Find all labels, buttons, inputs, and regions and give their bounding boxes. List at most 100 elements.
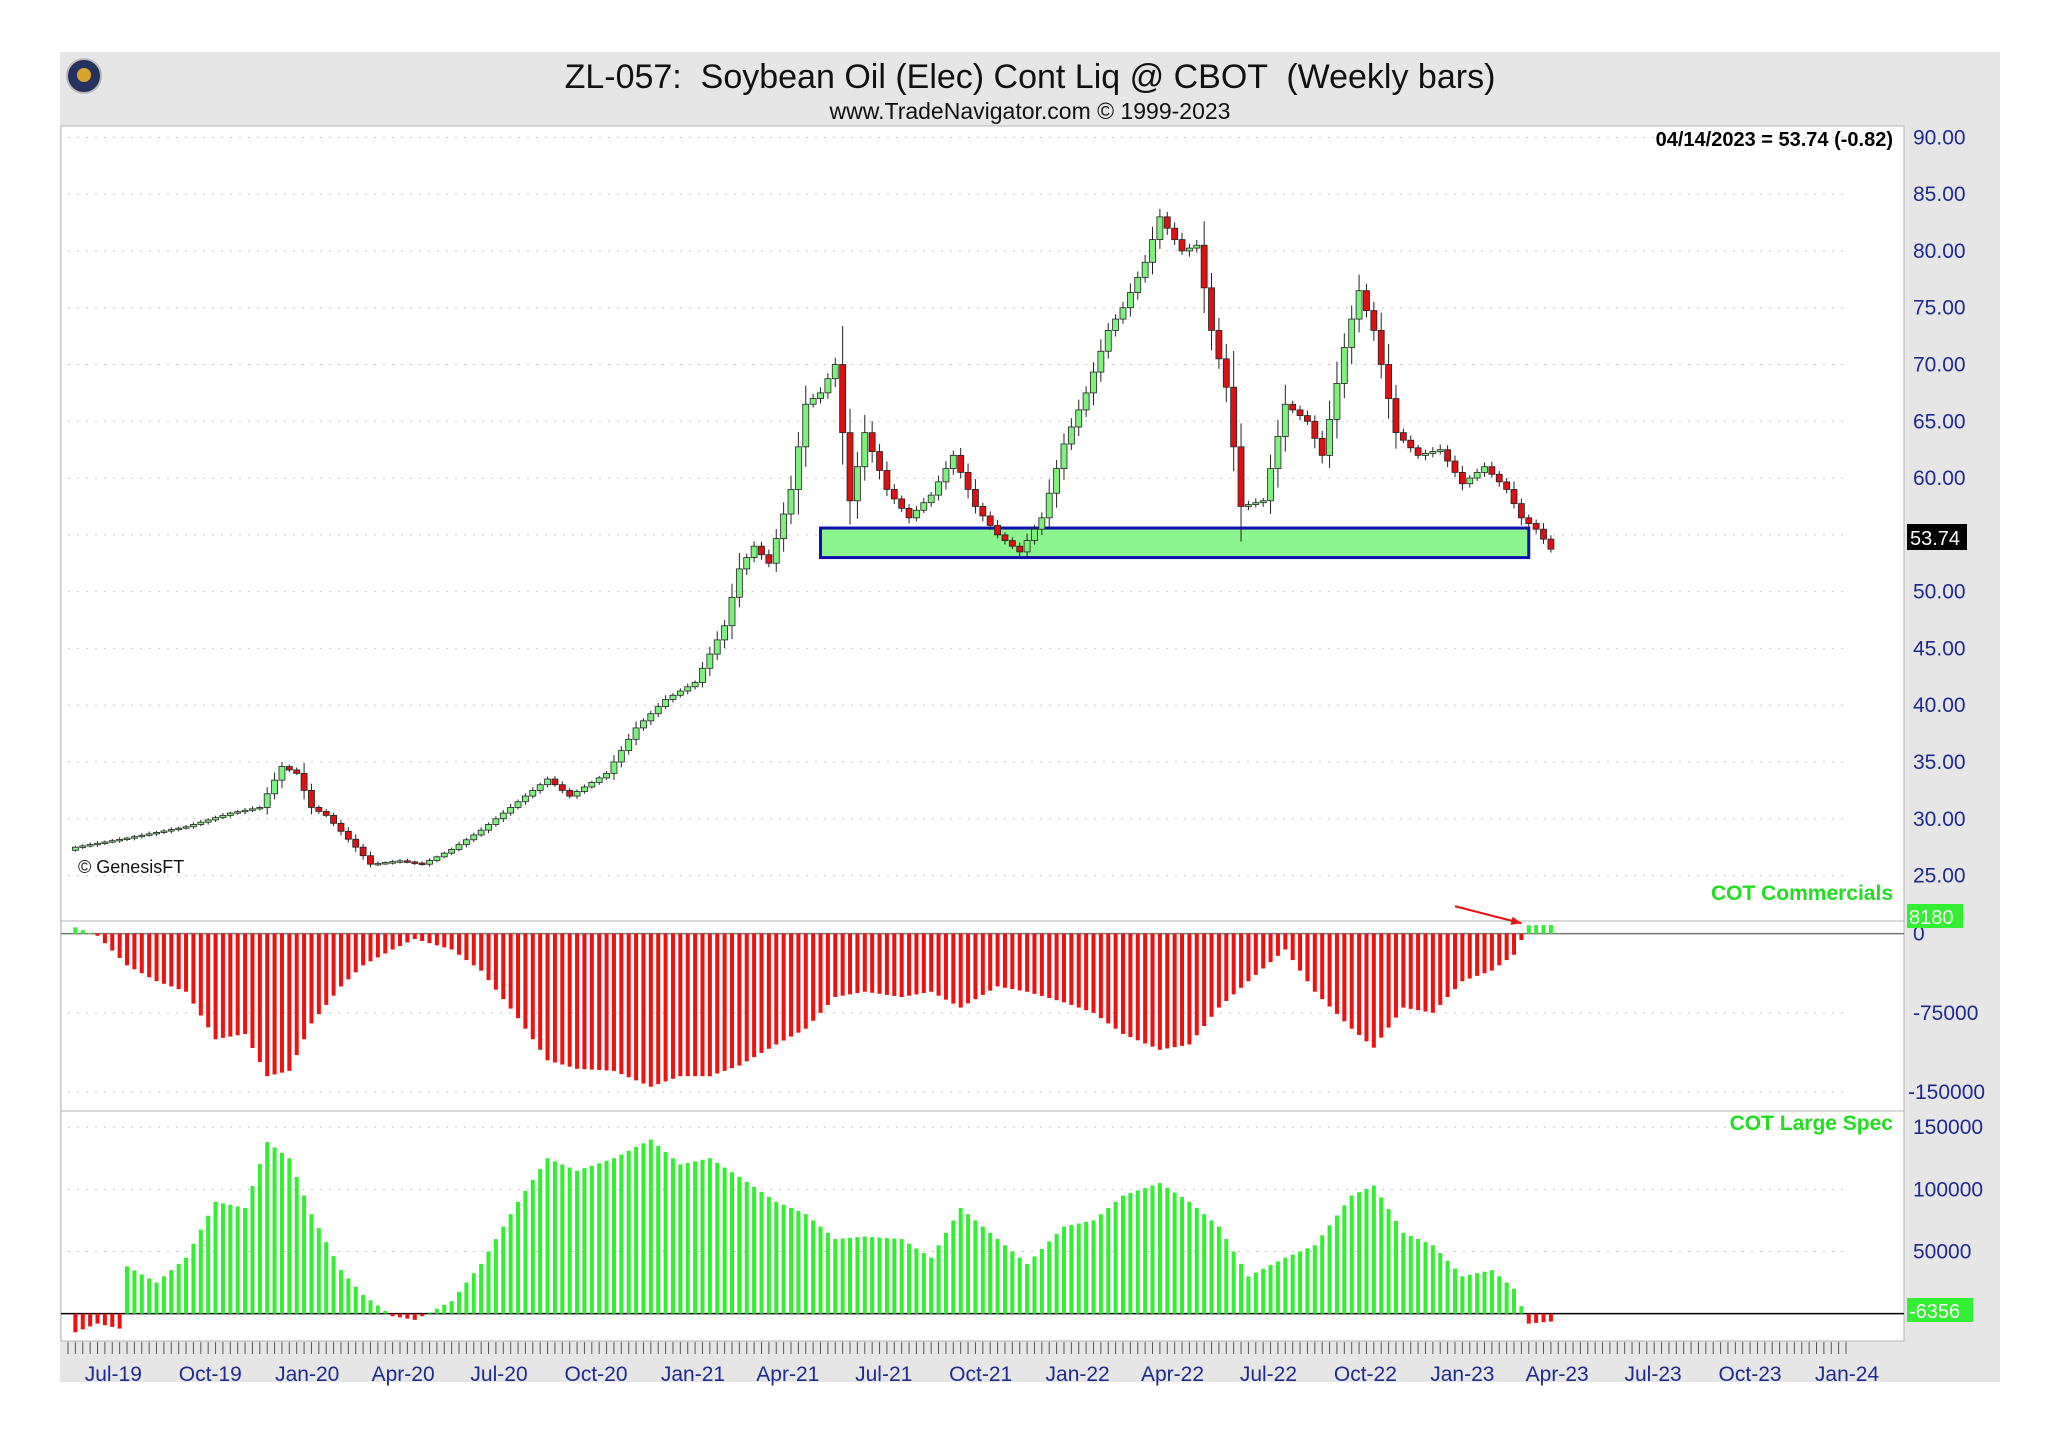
candle (396, 858, 404, 864)
cot-bar-positive (958, 1207, 963, 1314)
candle-body-up (477, 829, 485, 836)
candle (1377, 312, 1385, 379)
candle-body-up (581, 786, 588, 792)
candle-body-down (403, 860, 411, 863)
cot-bar-negative (346, 933, 351, 980)
cot-bar-positive (1216, 1226, 1221, 1314)
cot-bar-negative (1165, 933, 1170, 1049)
candle (544, 776, 551, 788)
cot-large-spec-y-tick-label: 100000 (1913, 1178, 1983, 1201)
candle-body-down (1392, 398, 1400, 434)
candle (293, 767, 301, 775)
cot-bar-positive (973, 1220, 978, 1314)
candle-body-up (743, 557, 751, 570)
cot-bar-negative (302, 933, 307, 1040)
cot-bar-positive (766, 1196, 771, 1314)
cot-bar-negative (1180, 933, 1185, 1046)
cot-bar-positive (892, 1238, 897, 1314)
cot-bar-negative (1548, 1313, 1553, 1322)
cot-bar-negative (803, 933, 808, 1029)
candle (1304, 410, 1311, 425)
globe-logo-icon[interactable] (66, 58, 102, 94)
arrow-head (1510, 916, 1522, 925)
cot-bar-positive (309, 1214, 314, 1314)
cot-bar-negative (914, 933, 919, 995)
candle (219, 813, 227, 820)
candle-body-up (935, 481, 942, 496)
candle-body-down (337, 822, 345, 832)
cot-bar-positive (1143, 1188, 1148, 1314)
cot-bar-positive (198, 1229, 203, 1314)
cot-bar-positive (1209, 1220, 1214, 1314)
candle (817, 387, 824, 404)
candle-body-up (647, 713, 655, 722)
cot-bar-positive (1061, 1226, 1066, 1314)
cot-bar-negative (457, 933, 462, 955)
cot-bar-positive (1548, 925, 1553, 934)
cot-bar-negative (117, 933, 122, 958)
cot-bar-positive (516, 1201, 521, 1314)
candle-body-down (1237, 446, 1245, 507)
candle (101, 840, 109, 846)
cot-bar-positive (1342, 1205, 1347, 1314)
cot-bar-positive (73, 927, 78, 934)
annotation-arrow (1454, 905, 1522, 925)
candle-body-up (256, 807, 264, 810)
cot-bar-positive (752, 1186, 757, 1314)
cot-bar-negative (1039, 933, 1044, 996)
price-pane[interactable] (60, 125, 1905, 922)
candle (1259, 498, 1267, 507)
candle (1296, 405, 1304, 421)
candle-body-up (676, 690, 684, 696)
candle (1311, 415, 1319, 449)
cot-bar-positive (279, 1152, 284, 1314)
cot-bar-positive (1261, 1268, 1266, 1314)
candle-body-down (1230, 386, 1238, 448)
cot-bar-positive (1246, 1276, 1251, 1314)
candle (706, 646, 714, 676)
candle (1185, 243, 1193, 257)
cot-bar-positive (737, 1176, 742, 1314)
cot-bar-negative (604, 933, 609, 1071)
candle-body-up (735, 568, 743, 598)
candle (499, 810, 507, 823)
x-tick-label: Jul-19 (85, 1363, 142, 1386)
cot-bar-negative (737, 933, 742, 1066)
cot-bar-negative (1401, 933, 1406, 1008)
candle-body-up (772, 538, 780, 564)
cot-bar-positive (1445, 1260, 1450, 1314)
price-y-tick-label: 70.00 (1913, 354, 1966, 377)
data-credit: © GenesisFT (78, 857, 184, 877)
cot-bar-positive (434, 1308, 439, 1314)
x-tick-label: Oct-20 (564, 1363, 627, 1386)
candle (130, 834, 138, 841)
candle-body-down (758, 545, 765, 556)
candle-body-up (86, 844, 94, 847)
cot-bar-negative (1216, 933, 1221, 1008)
candle (1208, 272, 1215, 351)
candle-body-down (315, 807, 323, 812)
cot-bar-negative (641, 933, 646, 1084)
x-tick-label: Oct-23 (1719, 1363, 1782, 1386)
cot-bar-negative (1438, 933, 1443, 1005)
cot-bar-positive (1069, 1225, 1074, 1314)
candle-body-up (1429, 451, 1437, 454)
cot-bar-negative (1526, 1313, 1531, 1324)
candle (86, 842, 94, 848)
cot-bar-negative (862, 933, 867, 992)
candle (507, 803, 515, 816)
cot-bar-positive (361, 1295, 366, 1314)
cot-bar-negative (257, 933, 262, 1063)
cot-bar-negative (493, 933, 498, 990)
cot-bar-positive (1180, 1197, 1185, 1314)
cot-bar-negative (272, 933, 277, 1075)
cot-bar-positive (1497, 1276, 1502, 1314)
cot-bar-negative (619, 933, 624, 1075)
cot-bar-negative (390, 933, 395, 950)
price-y-tick-label: 25.00 (1913, 865, 1966, 888)
cot-bar-positive (656, 1145, 661, 1314)
cot-bar-negative (1076, 933, 1081, 1008)
candle-body-up (794, 446, 802, 490)
cot-bar-negative (855, 933, 860, 994)
